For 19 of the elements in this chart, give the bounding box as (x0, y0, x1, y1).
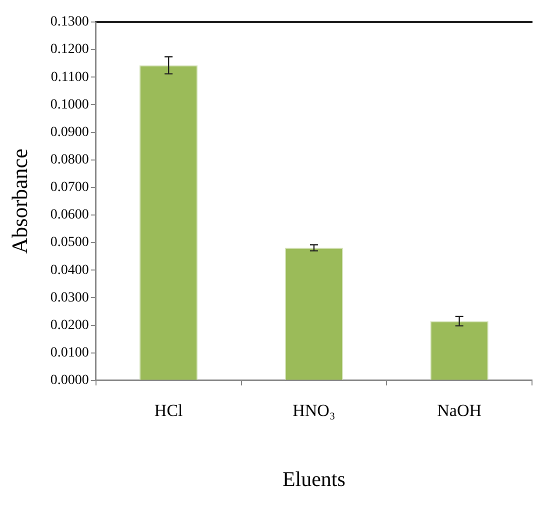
y-tick-label: 0.0200 (50, 318, 89, 333)
y-tick-label: 0.0700 (50, 180, 89, 196)
y-tick-label: 0.0900 (50, 124, 89, 140)
y-tick-label: 0.0000 (50, 373, 89, 388)
y-tick-label: 0.0500 (50, 235, 89, 250)
y-tick-label: 0.0600 (50, 208, 89, 223)
y-tick-label: 0.0800 (50, 152, 89, 168)
y-tick-label: 0.0300 (50, 290, 89, 306)
x-tick-label: HCl (154, 401, 184, 420)
x-axis-title: Eluents (282, 466, 346, 491)
x-tick-label: NaOH (437, 401, 482, 420)
y-tick-label: 0.1100 (50, 70, 89, 85)
y-axis-title: Absorbance (6, 148, 32, 254)
y-tick-label: 0.0400 (50, 262, 89, 278)
y-tick-label: 0.0100 (50, 346, 89, 361)
x-tick-label: HNO₃ (292, 401, 336, 420)
y-tick-label: 0.1200 (50, 42, 89, 58)
y-tick-label: 0.1000 (50, 97, 89, 112)
y-tick-label: 0.1300 (50, 14, 89, 30)
